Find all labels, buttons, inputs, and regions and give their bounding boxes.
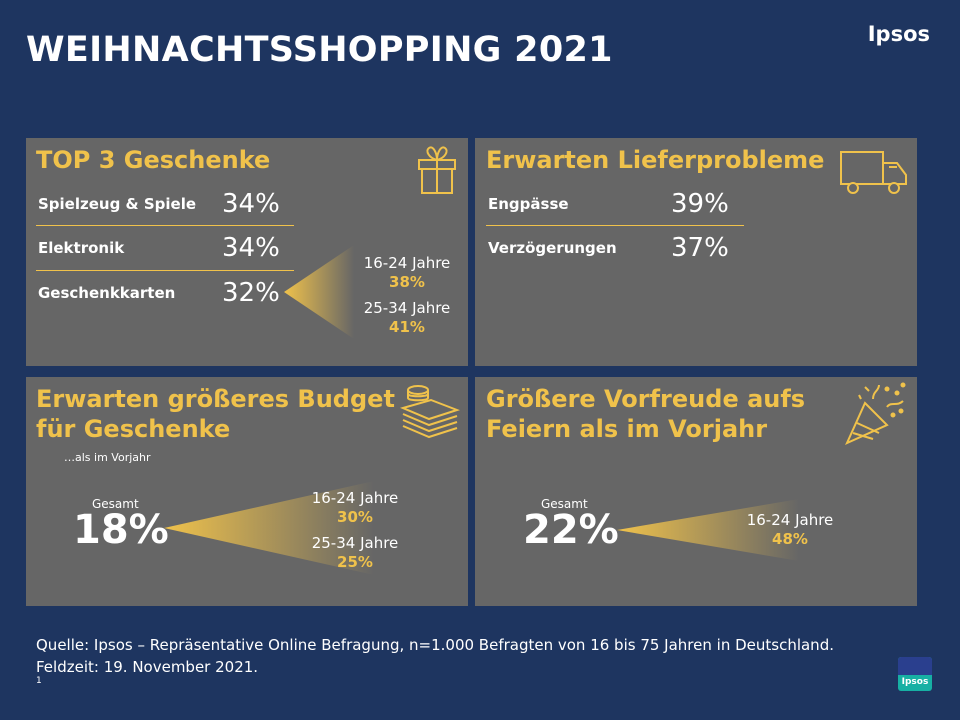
- gift-item-value: 34%: [222, 233, 280, 263]
- party-popper-icon: [845, 382, 906, 445]
- age-group-label: 25-34 Jahre: [363, 299, 451, 317]
- divider: [36, 225, 294, 226]
- ipsos-logo: Ipsos: [898, 657, 932, 691]
- age-group-value: 38%: [389, 273, 425, 291]
- party-title-line1: Größere Vorfreude aufs: [486, 385, 806, 413]
- budget-title-line1: Erwarten größeres Budget: [36, 385, 395, 413]
- top-gifts-panel: TOP 3 Geschenke Spielzeug & Spiele 34% E…: [26, 138, 468, 366]
- delivery-item-label: Verzögerungen: [488, 239, 617, 257]
- party-total-value: 22%: [523, 507, 619, 553]
- party-total-label: Gesamt: [541, 497, 588, 511]
- page-title: WEIHNACHTSSHOPPING 2021: [26, 30, 613, 70]
- budget-total-label: Gesamt: [92, 497, 139, 511]
- brand-logo-text: Ipsos: [867, 22, 930, 46]
- gift-item-value: 32%: [222, 278, 280, 308]
- age-group-label: 16-24 Jahre: [363, 254, 451, 272]
- delivery-panel: Erwarten Lieferprobleme Engpässe 39% Ver…: [475, 138, 917, 366]
- delivery-item-value: 39%: [671, 189, 729, 219]
- gift-icon: [418, 146, 456, 194]
- page-number: 1: [36, 676, 42, 686]
- budget-title-line2: für Geschenke: [36, 415, 231, 443]
- delivery-title: Erwarten Lieferprobleme: [486, 146, 825, 174]
- fieldtime-note: Feldzeit: 19. November 2021.: [36, 658, 259, 676]
- fan-graphic: [284, 245, 354, 339]
- budget-subtitle: …als im Vorjahr: [64, 451, 151, 464]
- age-group-value: 30%: [337, 508, 373, 526]
- divider: [36, 270, 294, 271]
- logo-text: Ipsos: [901, 677, 929, 687]
- budget-total-value: 18%: [73, 507, 169, 553]
- gift-item-label: Elektronik: [38, 239, 125, 257]
- party-panel: Größere Vorfreude aufs Feiern als im Vor…: [475, 377, 917, 606]
- top-gifts-title: TOP 3 Geschenke: [36, 146, 271, 174]
- divider: [486, 225, 744, 226]
- age-group-label: 25-34 Jahre: [311, 534, 399, 552]
- gift-item-label: Spielzeug & Spiele: [38, 195, 197, 213]
- age-group-label: 16-24 Jahre: [746, 511, 834, 529]
- source-note: Quelle: Ipsos – Repräsentative Online Be…: [36, 636, 834, 654]
- party-title-line2: Feiern als im Vorjahr: [486, 415, 768, 443]
- age-group-value: 48%: [772, 530, 808, 548]
- age-group-label: 16-24 Jahre: [311, 489, 399, 507]
- delivery-item-value: 37%: [671, 233, 729, 263]
- money-stack-icon: [400, 385, 461, 439]
- logo-shape: [898, 657, 932, 675]
- fan-graphic: [164, 481, 374, 575]
- gift-item-label: Geschenkkarten: [38, 284, 176, 302]
- age-group-value: 41%: [389, 318, 425, 336]
- budget-panel: Erwarten größeres Budget für Geschenke ……: [26, 377, 468, 606]
- fan-graphic: [617, 499, 799, 561]
- gift-item-value: 34%: [222, 189, 280, 219]
- truck-icon: [840, 151, 907, 194]
- age-group-value: 25%: [337, 553, 373, 571]
- delivery-item-label: Engpässe: [488, 195, 569, 213]
